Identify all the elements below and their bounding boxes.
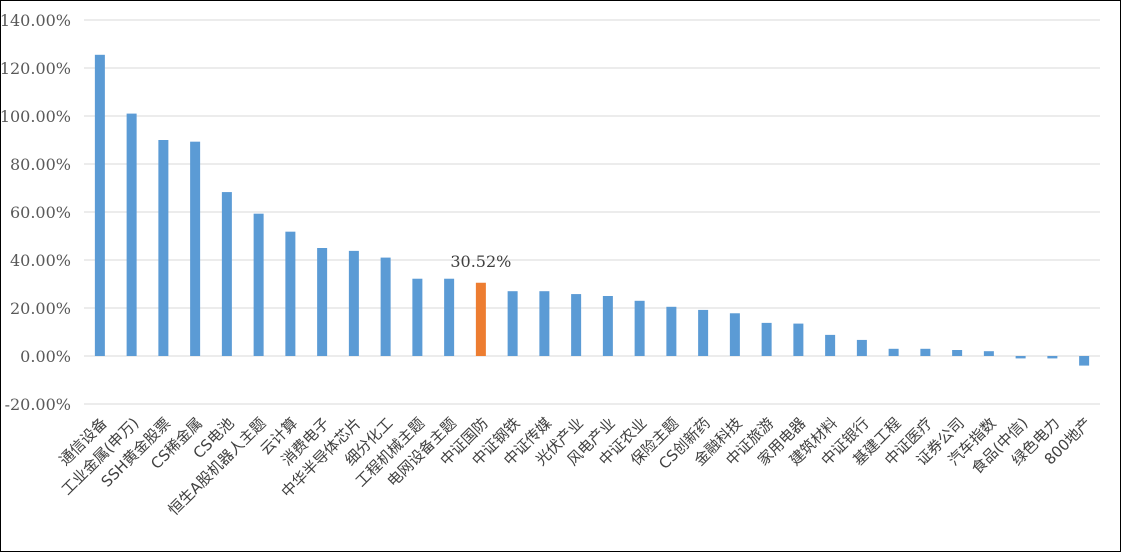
y-tick-label: 100.00% (1, 107, 71, 126)
y-tick-label: 20.00% (10, 299, 71, 318)
bar (634, 300, 645, 356)
bar (1047, 356, 1058, 359)
y-tick-label: -20.00% (5, 395, 71, 414)
bar (94, 54, 105, 357)
bar (571, 294, 582, 356)
bar (348, 250, 359, 356)
bar (729, 313, 740, 356)
y-tick-label: 60.00% (10, 203, 71, 222)
bar (920, 348, 931, 356)
bar (221, 192, 232, 356)
bar (158, 140, 169, 356)
bar (888, 348, 899, 356)
bar (1015, 356, 1026, 359)
bar (507, 291, 518, 356)
bar (126, 113, 137, 356)
bar (253, 213, 264, 356)
bar (475, 282, 486, 356)
y-tick-label: 140.00% (1, 11, 71, 30)
y-tick-label: 40.00% (10, 251, 71, 270)
bar (825, 334, 836, 356)
bar (602, 296, 613, 356)
y-tick-label: 0.00% (20, 347, 71, 366)
bars (94, 54, 1090, 366)
bar (317, 248, 328, 356)
bar (444, 278, 455, 356)
data-labels: 30.52% (450, 252, 511, 271)
gridlines (84, 19, 1100, 405)
bar (380, 257, 391, 356)
bar (1079, 356, 1090, 366)
bar (983, 351, 994, 356)
category-labels: 通信设备工业金属(申万)SSH黄金股票CS稀金属CS电池恒生A股机器人主题云计算… (56, 414, 1095, 519)
bar (698, 309, 709, 356)
bar (412, 278, 423, 356)
bar (856, 339, 867, 356)
y-tick-label: 120.00% (1, 59, 71, 78)
bar (285, 231, 296, 356)
data-label: 30.52% (450, 252, 511, 271)
y-tick-label: 80.00% (10, 155, 71, 174)
bar (666, 306, 677, 356)
bar (952, 350, 963, 356)
bar (761, 322, 772, 356)
bar (539, 291, 550, 356)
bar (190, 141, 201, 356)
bar (793, 323, 804, 356)
y-axis-tick-labels: -20.00% 0.00% 20.00% 40.00% 60.00% 80.00% 100.… (1, 11, 71, 414)
